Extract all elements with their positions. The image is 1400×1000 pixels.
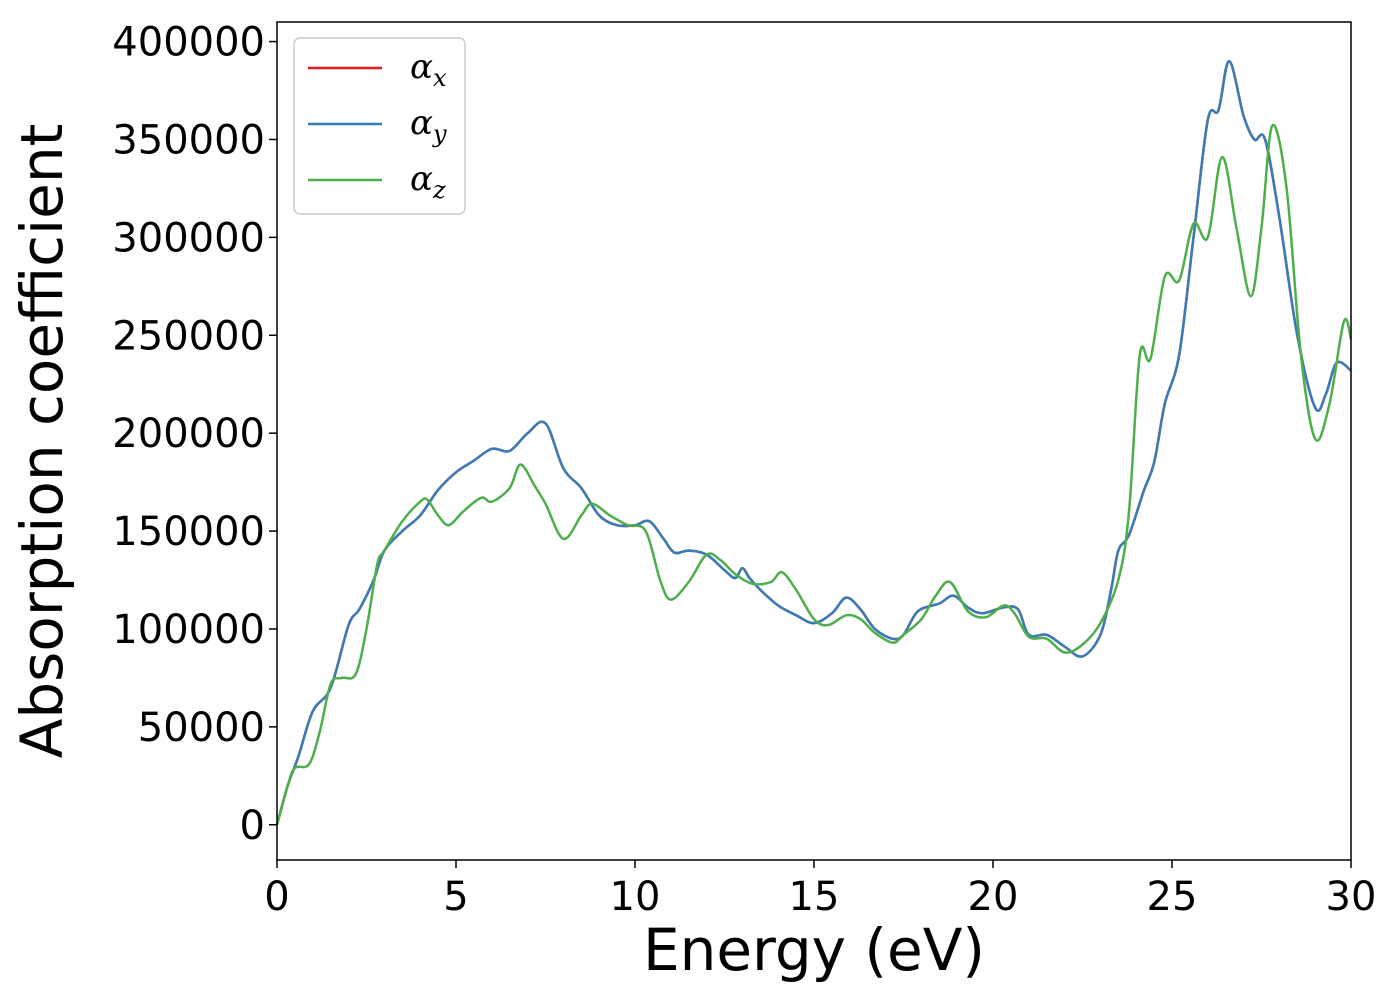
y-tick-label: 50000 xyxy=(138,705,265,751)
x-axis-label: Energy (eV) xyxy=(643,916,985,984)
y-ticks: 0 50000 100000 150000 200000 250000 300000 3500… xyxy=(112,20,277,849)
x-tick-label: 20 xyxy=(968,874,1019,920)
x-tick-label: 30 xyxy=(1326,874,1377,920)
x-tick-label: 5 xyxy=(443,874,468,920)
y-tick-label: 300000 xyxy=(112,215,265,261)
y-tick-label: 0 xyxy=(240,803,265,849)
y-tick-label: 150000 xyxy=(112,509,265,555)
legend-box xyxy=(293,37,466,215)
x-tick-label: 10 xyxy=(610,874,661,920)
y-tick-label: 100000 xyxy=(112,607,265,653)
y-axis-label: Absorption coefficient xyxy=(8,124,76,759)
legend-label-y: αy xyxy=(410,103,447,148)
series-line-y xyxy=(275,59,1352,826)
series-line-z xyxy=(275,123,1353,826)
x-tick-label: 25 xyxy=(1147,874,1198,920)
x-tick-label: 15 xyxy=(789,874,840,920)
x-ticks: 0 5 10 15 20 25 30 xyxy=(264,860,1376,920)
y-tick-label: 400000 xyxy=(112,20,265,66)
x-tick-label: 0 xyxy=(264,874,289,920)
y-tick-label: 250000 xyxy=(112,313,265,359)
series-layer xyxy=(275,59,1353,826)
y-tick-label: 200000 xyxy=(112,411,265,457)
y-tick-label: 350000 xyxy=(112,117,265,163)
